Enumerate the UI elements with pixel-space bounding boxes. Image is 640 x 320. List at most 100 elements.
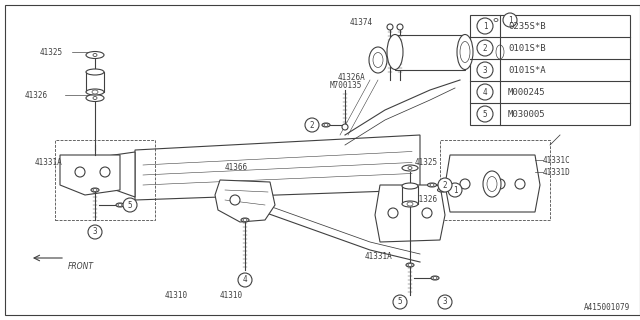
Circle shape xyxy=(477,84,493,100)
Ellipse shape xyxy=(387,35,403,69)
Circle shape xyxy=(438,178,452,192)
Ellipse shape xyxy=(373,52,383,68)
Text: 41331D: 41331D xyxy=(543,167,571,177)
Bar xyxy=(470,15,630,125)
Circle shape xyxy=(88,225,102,239)
Polygon shape xyxy=(135,135,420,200)
Circle shape xyxy=(460,179,470,189)
Circle shape xyxy=(477,40,493,56)
Polygon shape xyxy=(215,180,275,222)
Circle shape xyxy=(477,106,493,122)
Bar xyxy=(86,72,104,92)
Ellipse shape xyxy=(492,18,500,22)
Circle shape xyxy=(123,198,137,212)
Ellipse shape xyxy=(86,94,104,101)
Circle shape xyxy=(422,208,432,218)
Text: 41331A: 41331A xyxy=(35,157,63,166)
Polygon shape xyxy=(445,155,540,212)
Ellipse shape xyxy=(92,90,98,94)
Text: M030005: M030005 xyxy=(508,109,546,118)
Polygon shape xyxy=(65,152,135,197)
Ellipse shape xyxy=(116,203,124,207)
Ellipse shape xyxy=(86,52,104,59)
Ellipse shape xyxy=(430,183,434,187)
Text: M700135: M700135 xyxy=(330,81,362,90)
Ellipse shape xyxy=(433,276,437,279)
Text: 2: 2 xyxy=(310,121,314,130)
Polygon shape xyxy=(60,155,120,195)
Text: 5: 5 xyxy=(483,109,487,118)
Circle shape xyxy=(230,195,240,205)
Ellipse shape xyxy=(487,177,497,191)
Text: 0235S*B: 0235S*B xyxy=(508,21,546,30)
Text: 41326A: 41326A xyxy=(337,73,365,82)
Ellipse shape xyxy=(402,201,418,207)
Text: 3: 3 xyxy=(483,66,487,75)
Text: 5: 5 xyxy=(128,201,132,210)
Ellipse shape xyxy=(324,124,328,126)
Text: 41331A: 41331A xyxy=(365,252,393,261)
Circle shape xyxy=(448,183,462,197)
Text: 0101S*B: 0101S*B xyxy=(508,44,546,52)
Ellipse shape xyxy=(86,89,104,95)
Text: FRONT: FRONT xyxy=(68,262,94,271)
Text: A415001079: A415001079 xyxy=(584,303,630,312)
Circle shape xyxy=(397,24,403,30)
Ellipse shape xyxy=(494,19,498,21)
Text: 41326: 41326 xyxy=(25,91,48,100)
Circle shape xyxy=(477,62,493,78)
Text: 2: 2 xyxy=(483,44,487,52)
Ellipse shape xyxy=(86,69,104,75)
Bar xyxy=(55,140,155,220)
Text: 1: 1 xyxy=(452,186,458,195)
Circle shape xyxy=(393,295,407,309)
Circle shape xyxy=(515,179,525,189)
Circle shape xyxy=(477,18,493,34)
Ellipse shape xyxy=(91,188,99,192)
Ellipse shape xyxy=(118,204,122,206)
Circle shape xyxy=(503,13,517,27)
Ellipse shape xyxy=(93,97,97,100)
Circle shape xyxy=(238,273,252,287)
Text: 41325: 41325 xyxy=(415,157,438,166)
Text: 1: 1 xyxy=(508,15,512,25)
Ellipse shape xyxy=(431,276,439,280)
Bar xyxy=(402,186,418,204)
Text: 3: 3 xyxy=(443,298,447,307)
Ellipse shape xyxy=(493,41,507,63)
Text: 2: 2 xyxy=(443,180,447,189)
Text: 4: 4 xyxy=(483,87,487,97)
Text: 3: 3 xyxy=(93,228,97,236)
Ellipse shape xyxy=(406,263,414,267)
Ellipse shape xyxy=(457,35,473,69)
Bar xyxy=(440,140,550,220)
Ellipse shape xyxy=(408,166,412,170)
Ellipse shape xyxy=(460,42,470,62)
Text: 41325: 41325 xyxy=(40,47,63,57)
Bar xyxy=(395,35,465,69)
Polygon shape xyxy=(375,185,445,242)
Text: 41374: 41374 xyxy=(350,18,373,27)
Ellipse shape xyxy=(496,45,504,59)
Text: 1: 1 xyxy=(483,21,487,30)
Circle shape xyxy=(388,208,398,218)
Text: M000245: M000245 xyxy=(508,87,546,97)
Circle shape xyxy=(387,24,393,30)
Ellipse shape xyxy=(369,47,387,73)
Ellipse shape xyxy=(407,202,413,206)
Circle shape xyxy=(75,167,85,177)
Ellipse shape xyxy=(438,188,447,192)
Circle shape xyxy=(100,167,110,177)
Ellipse shape xyxy=(241,218,249,222)
Text: 41310: 41310 xyxy=(220,291,243,300)
Ellipse shape xyxy=(93,53,97,57)
Ellipse shape xyxy=(428,183,436,187)
Circle shape xyxy=(342,124,348,130)
Ellipse shape xyxy=(402,183,418,189)
Text: 41331C: 41331C xyxy=(543,156,571,164)
Ellipse shape xyxy=(440,188,444,191)
Text: 41326: 41326 xyxy=(415,196,438,204)
Text: 41366: 41366 xyxy=(225,163,248,172)
Text: 0101S*A: 0101S*A xyxy=(508,66,546,75)
Circle shape xyxy=(438,295,452,309)
